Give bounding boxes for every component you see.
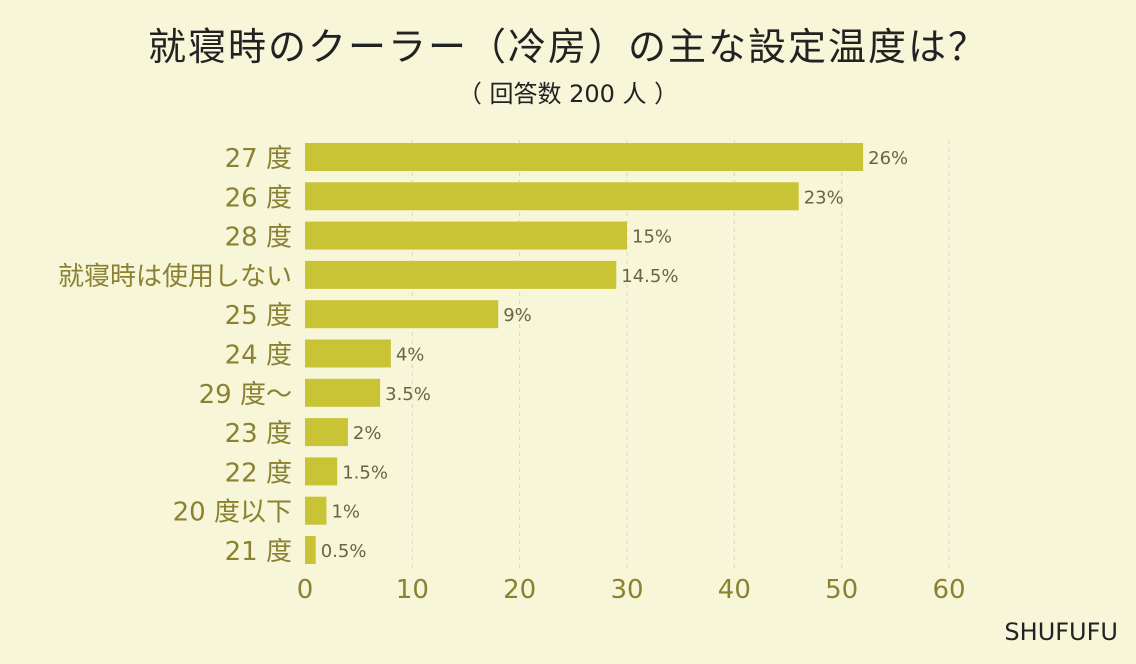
source-credit: SHUFUFU (1004, 618, 1118, 646)
category-label: 25 度 (225, 301, 292, 331)
x-tick-label: 10 (396, 575, 429, 605)
x-tick-label: 50 (825, 575, 858, 605)
x-tick-label: 40 (718, 575, 751, 605)
bar (305, 300, 499, 329)
bar (305, 339, 391, 368)
category-label: 24 度 (225, 341, 292, 371)
value-label: 4% (396, 345, 425, 366)
value-label: 1% (331, 502, 360, 523)
category-label: 21 度 (225, 537, 292, 567)
category-label: 就寝時は使用しない (58, 262, 292, 292)
category-label: 23 度 (225, 419, 292, 449)
bar (305, 496, 327, 525)
x-tick-label: 30 (610, 575, 643, 605)
value-label: 2% (353, 423, 382, 444)
chart-title: 就寝時のクーラー（冷房）の主な設定温度は？ (147, 25, 988, 69)
bar (305, 182, 799, 211)
value-label: 26% (868, 148, 908, 169)
category-label: 26 度 (225, 183, 292, 213)
category-label: 28 度 (225, 223, 292, 253)
category-label: 20 度以下 (173, 498, 292, 528)
chart-subtitle: （ 回答数 200 人 ） (457, 80, 679, 108)
x-tick-label: 0 (297, 575, 314, 605)
value-label: 3.5% (385, 384, 431, 405)
bar (305, 457, 338, 486)
bar (305, 260, 617, 289)
bar (305, 418, 348, 447)
category-label: 29 度～ (199, 380, 292, 410)
value-label: 23% (804, 187, 844, 208)
value-label: 1.5% (342, 462, 388, 483)
value-label: 9% (503, 305, 532, 326)
value-label: 14.5% (621, 266, 678, 287)
x-tick-label: 20 (503, 575, 536, 605)
bar (305, 221, 627, 250)
bar (305, 536, 316, 564)
value-label: 0.5% (321, 541, 367, 562)
bar (305, 143, 864, 171)
bar (305, 378, 381, 407)
category-label: 22 度 (225, 458, 292, 488)
value-label: 15% (632, 227, 672, 248)
x-tick-label: 60 (932, 575, 965, 605)
category-label: 27 度 (225, 144, 292, 174)
